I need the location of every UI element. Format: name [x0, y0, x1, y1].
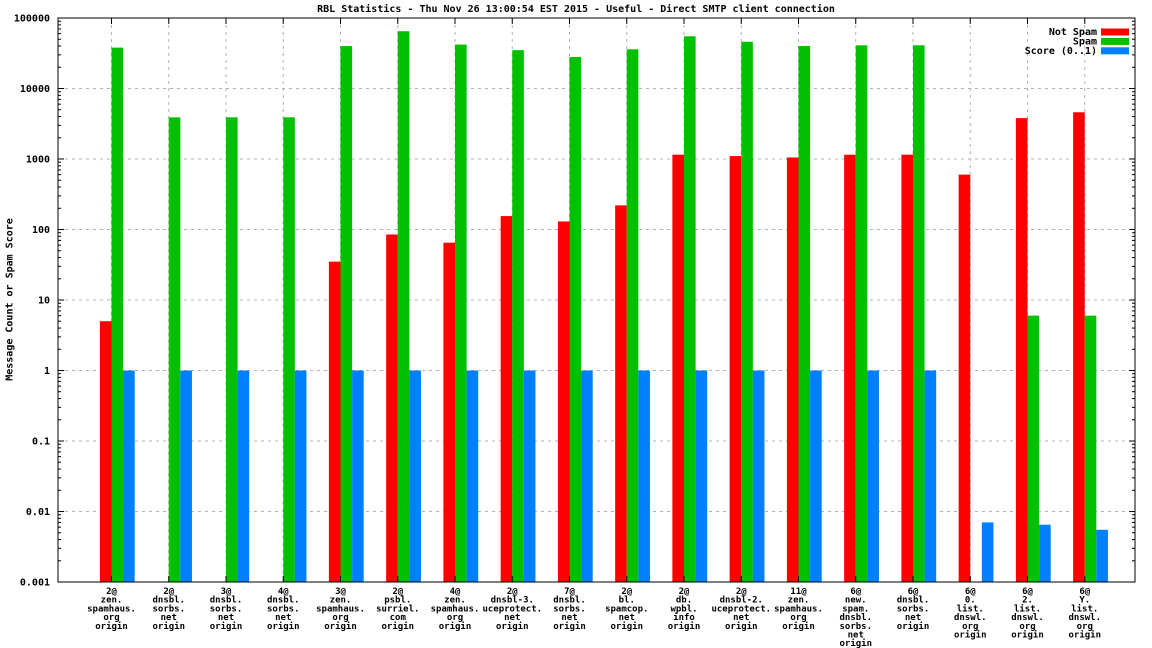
y-tick-label: 10	[38, 296, 50, 307]
bar-score-0-1-	[237, 370, 250, 582]
bar-score-0-1-	[638, 370, 650, 582]
y-tick-label: 100	[32, 225, 50, 236]
x-tick-label: 3@ zen. spamhaus. org origin	[316, 587, 365, 632]
bar-not-spam	[1073, 112, 1085, 582]
x-tick-label: 2@ bl. spamcop. net origin	[605, 587, 648, 632]
bar-not-spam	[557, 221, 570, 583]
bar-score-0-1-	[409, 370, 421, 582]
bar-not-spam	[500, 216, 513, 583]
bar-score-0-1-	[123, 370, 135, 582]
bar-not-spam	[729, 156, 742, 582]
bar-not-spam	[443, 242, 455, 582]
x-tick-label: 2@ psbl. surriel. com origin	[376, 587, 419, 632]
bar-spam	[741, 41, 753, 582]
x-tick-label: 6@ Y. list. dnswl. org origin	[1068, 587, 1101, 641]
x-tick-label: 2@ dnsbl-2. uceprotect. net origin	[711, 587, 771, 632]
bar-score-0-1-	[180, 370, 192, 582]
x-tick-label: 6@ dnsbl. sorbs. net origin	[897, 587, 930, 632]
bar-score-0-1-	[1039, 524, 1051, 582]
bar-score-0-1-	[1096, 529, 1108, 582]
bar-spam	[283, 117, 295, 582]
bar-not-spam	[958, 174, 971, 583]
bar-score-0-1-	[924, 370, 937, 582]
bar-spam	[855, 45, 868, 583]
y-axis-title: Message Count or Spam Score	[4, 218, 16, 381]
bar-not-spam	[786, 157, 799, 582]
y-tick-label: 10000	[20, 84, 50, 95]
x-tick-label: 2@ zen. spamhaus. org origin	[87, 587, 136, 632]
bar-spam	[913, 45, 925, 583]
bar-spam	[455, 44, 467, 583]
x-tick-label: 6@ new. spam. dnsbl. sorbs. net origin	[839, 587, 872, 648]
x-tick-label: 2@ dnsbl. sorbs. net origin	[152, 587, 185, 632]
x-tick-label: 4@ dnsbl. sorbs. net origin	[267, 587, 300, 632]
bar-spam	[111, 47, 124, 583]
legend-label: Spam	[1073, 36, 1097, 47]
bar-not-spam	[99, 321, 112, 582]
bar-score-0-1-	[523, 370, 536, 582]
legend-swatch	[1101, 28, 1129, 36]
y-tick-label: 0.001	[20, 578, 50, 589]
bar-score-0-1-	[581, 370, 593, 582]
y-tick-label: 1	[44, 366, 50, 377]
bar-spam	[798, 46, 811, 583]
bar-spam	[1027, 315, 1040, 582]
bar-score-0-1-	[810, 370, 822, 582]
bar-spam	[626, 49, 639, 582]
x-tick-label: 6@ 2. list. dnswl. org origin	[1011, 587, 1044, 641]
legend-swatch	[1101, 37, 1129, 45]
bar-spam	[168, 117, 181, 582]
bar-not-spam	[386, 234, 398, 583]
bar-spam	[1084, 315, 1097, 582]
bar-not-spam	[844, 154, 856, 582]
bar-not-spam	[615, 205, 627, 583]
bar-spam	[684, 36, 696, 582]
bar-spam	[397, 31, 410, 582]
bar-score-0-1-	[752, 370, 765, 582]
bar-spam	[340, 46, 353, 583]
x-tick-label: 11@ zen. spamhaus. org origin	[774, 587, 823, 632]
bar-score-0-1-	[352, 370, 364, 582]
x-tick-label: 7@ dnsbl. sorbs. net origin	[553, 587, 586, 632]
legend-swatch	[1101, 47, 1129, 55]
bar-not-spam	[672, 154, 684, 582]
y-tick-label: 0.1	[32, 437, 50, 448]
bar-spam	[226, 117, 238, 582]
bar-score-0-1-	[466, 370, 479, 582]
bar-not-spam	[1015, 118, 1028, 583]
bar-score-0-1-	[867, 370, 879, 582]
bar-not-spam	[328, 261, 341, 582]
bar-score-0-1-	[695, 370, 708, 582]
y-tick-label: 0.01	[26, 507, 50, 518]
x-tick-label: 3@ dnsbl. sorbs. net origin	[210, 587, 243, 632]
x-tick-label: 4@ zen. spamhaus. org origin	[431, 587, 480, 632]
y-tick-label: 100000	[14, 14, 50, 25]
bar-score-0-1-	[981, 522, 994, 582]
bar-not-spam	[901, 154, 913, 582]
legend-label: Not Spam	[1049, 27, 1097, 38]
x-tick-label: 2@ db. wpbl. info origin	[668, 587, 701, 632]
x-tick-label: 6@ 0. list. dnswl. org origin	[954, 587, 987, 641]
chart-title: RBL Statistics - Thu Nov 26 13:00:54 EST…	[317, 4, 835, 15]
bar-score-0-1-	[294, 370, 307, 582]
x-tick-label: 2@ dnsbl-3. uceprotect. net origin	[482, 587, 542, 632]
bar-spam	[569, 56, 582, 583]
y-tick-label: 1000	[26, 155, 50, 166]
bar-spam	[512, 50, 524, 583]
legend-label: Score (0..1)	[1025, 46, 1097, 57]
